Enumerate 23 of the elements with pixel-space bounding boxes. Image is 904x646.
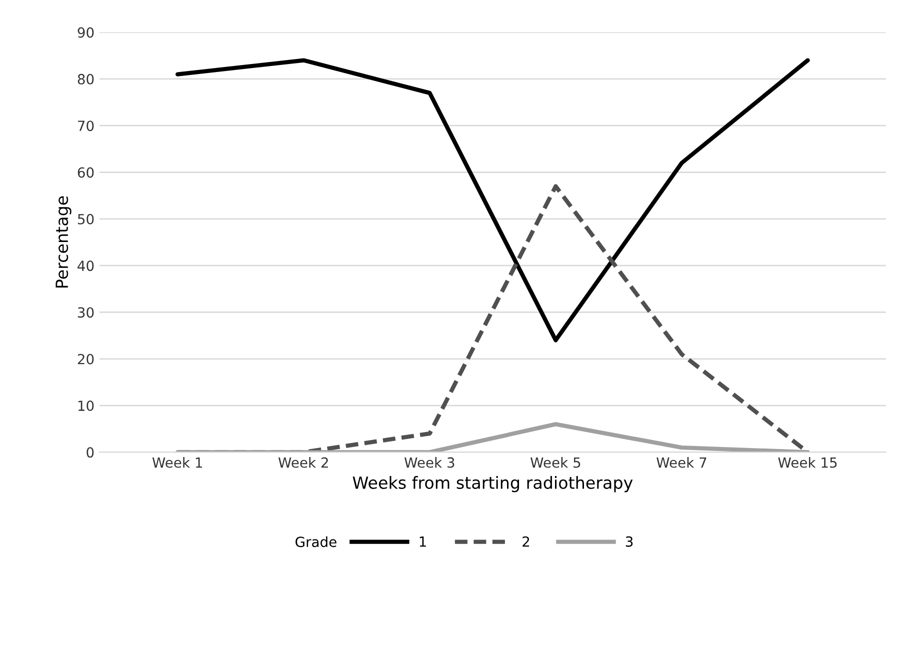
x-tick-label: Week 15 xyxy=(778,457,837,468)
line-series xyxy=(176,58,810,342)
x-axis-title: Weeks from starting radiotherapy xyxy=(352,476,633,492)
y-tick-label: 60 xyxy=(78,167,94,178)
y-tick-label: 30 xyxy=(78,307,94,318)
y-tick-label: 20 xyxy=(78,354,94,364)
y-tick-label: 0 xyxy=(86,447,94,458)
y-tick-label: 70 xyxy=(78,120,94,132)
legend-title: Grade xyxy=(296,536,336,548)
legend-label: 3 xyxy=(626,536,633,547)
x-tick-label: Week 5 xyxy=(530,457,580,468)
x-tick-label: Week 2 xyxy=(278,457,328,468)
y-tick-label: 50 xyxy=(78,214,94,224)
x-tick-label: Week 1 xyxy=(152,457,202,468)
y-axis-title: Percentage xyxy=(56,196,72,288)
y-tick-label: 40 xyxy=(78,260,94,272)
y-tick-label: 10 xyxy=(78,400,94,412)
legend-label: 2 xyxy=(522,536,530,547)
y-tick-label: 90 xyxy=(78,27,94,38)
x-tick-label: Week 3 xyxy=(404,457,454,468)
x-tick-label: Week 7 xyxy=(656,457,706,468)
y-tick-label: 80 xyxy=(78,74,94,84)
legend-label: 1 xyxy=(420,536,426,547)
